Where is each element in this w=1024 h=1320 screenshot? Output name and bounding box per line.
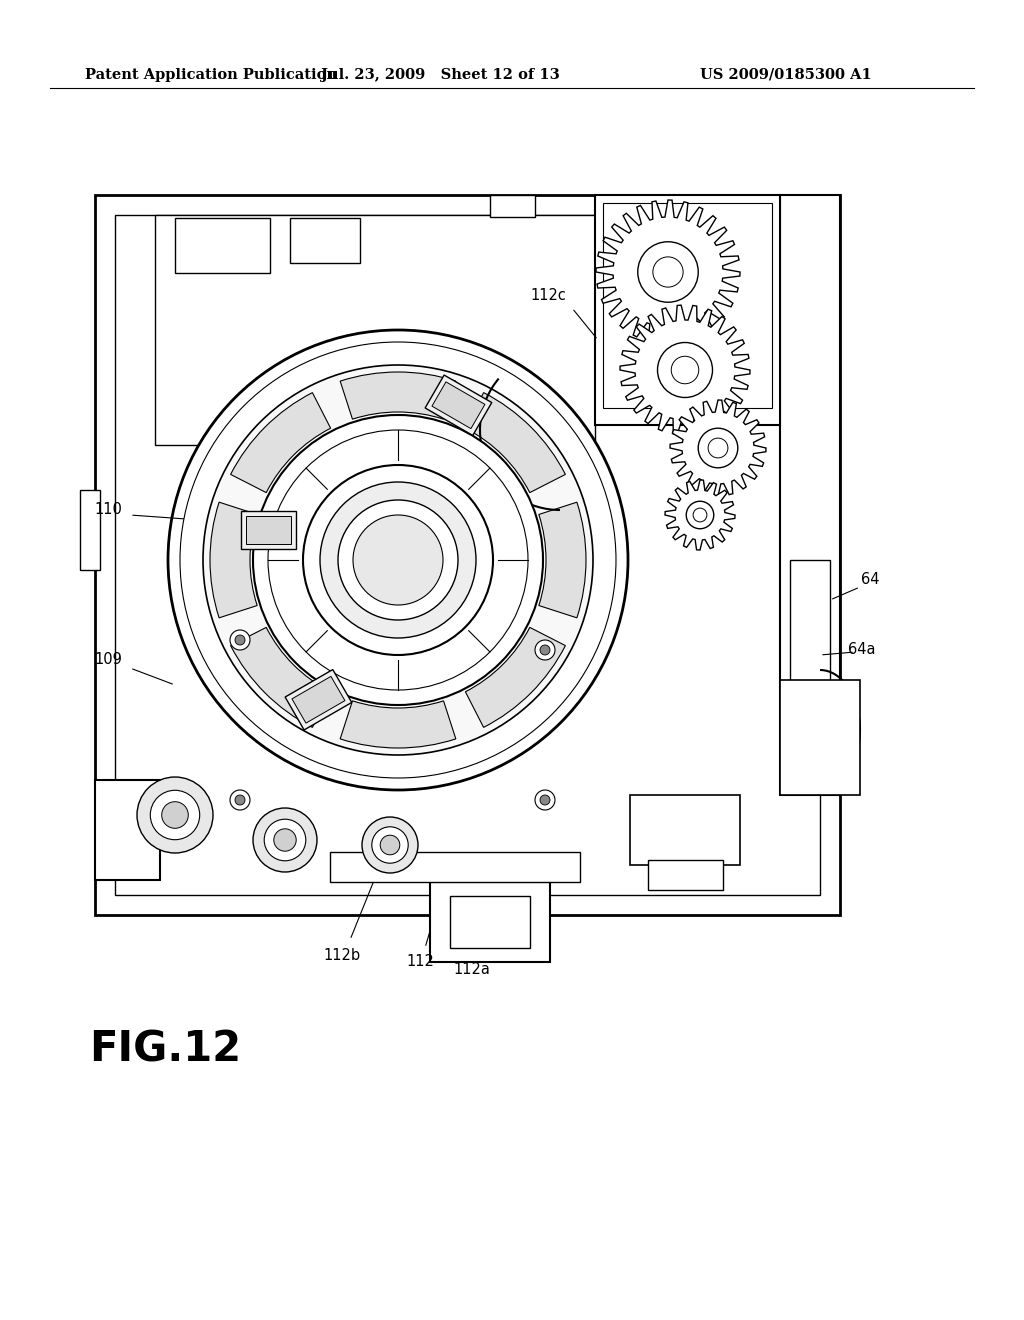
Bar bbox=[490, 195, 535, 216]
Circle shape bbox=[253, 414, 543, 705]
Circle shape bbox=[540, 795, 550, 805]
Circle shape bbox=[230, 789, 250, 810]
Bar bbox=[595, 195, 780, 425]
Bar bbox=[80, 490, 100, 570]
Circle shape bbox=[234, 635, 245, 645]
Circle shape bbox=[686, 502, 714, 529]
Bar bbox=[95, 780, 160, 880]
Circle shape bbox=[535, 789, 555, 810]
Text: 112b: 112b bbox=[324, 948, 360, 962]
Bar bbox=[292, 676, 345, 723]
Text: 112: 112 bbox=[407, 954, 434, 969]
Text: Patent Application Publication: Patent Application Publication bbox=[85, 69, 337, 82]
Text: 64: 64 bbox=[861, 573, 880, 587]
Circle shape bbox=[672, 356, 698, 384]
Circle shape bbox=[253, 808, 317, 873]
Wedge shape bbox=[210, 502, 257, 618]
Circle shape bbox=[203, 366, 593, 755]
Bar bbox=[790, 560, 830, 710]
Circle shape bbox=[230, 630, 250, 649]
Circle shape bbox=[638, 242, 698, 302]
Circle shape bbox=[540, 645, 550, 655]
Wedge shape bbox=[230, 627, 331, 727]
Wedge shape bbox=[340, 372, 456, 420]
Circle shape bbox=[535, 640, 555, 660]
Text: 109: 109 bbox=[94, 652, 122, 668]
Circle shape bbox=[319, 482, 476, 638]
Text: 110: 110 bbox=[94, 503, 122, 517]
Wedge shape bbox=[465, 392, 565, 492]
Text: 112a: 112a bbox=[454, 962, 490, 978]
Circle shape bbox=[372, 826, 409, 863]
Circle shape bbox=[693, 508, 707, 521]
Bar bbox=[246, 516, 291, 544]
Text: 112c: 112c bbox=[530, 288, 566, 302]
Bar bbox=[115, 215, 820, 895]
Circle shape bbox=[234, 795, 245, 805]
Bar bbox=[450, 896, 530, 948]
Bar bbox=[630, 795, 740, 865]
Circle shape bbox=[151, 791, 200, 840]
Bar bbox=[241, 511, 296, 549]
Polygon shape bbox=[620, 305, 750, 434]
Bar bbox=[95, 195, 840, 915]
Polygon shape bbox=[670, 400, 766, 496]
Circle shape bbox=[303, 465, 493, 655]
Text: FIG.12: FIG.12 bbox=[89, 1030, 241, 1071]
Wedge shape bbox=[230, 392, 331, 492]
Bar bbox=[603, 203, 772, 408]
Text: Jul. 23, 2009   Sheet 12 of 13: Jul. 23, 2009 Sheet 12 of 13 bbox=[321, 69, 559, 82]
Circle shape bbox=[264, 820, 306, 861]
Bar bbox=[175, 218, 270, 273]
Circle shape bbox=[657, 342, 713, 397]
Polygon shape bbox=[665, 480, 735, 550]
Circle shape bbox=[168, 330, 628, 789]
Circle shape bbox=[353, 515, 443, 605]
Polygon shape bbox=[596, 201, 740, 345]
Bar bbox=[425, 375, 492, 436]
Text: US 2009/0185300 A1: US 2009/0185300 A1 bbox=[700, 69, 871, 82]
Bar bbox=[432, 381, 485, 429]
Bar bbox=[285, 669, 352, 730]
Bar bbox=[290, 218, 360, 263]
Bar bbox=[430, 882, 550, 962]
Circle shape bbox=[698, 428, 738, 467]
Bar bbox=[780, 195, 840, 795]
Bar bbox=[648, 861, 723, 890]
Circle shape bbox=[653, 257, 683, 288]
Text: 64a: 64a bbox=[848, 643, 876, 657]
Wedge shape bbox=[340, 701, 456, 748]
Circle shape bbox=[338, 500, 458, 620]
Circle shape bbox=[268, 430, 528, 690]
Circle shape bbox=[162, 801, 188, 829]
Circle shape bbox=[709, 438, 728, 458]
Circle shape bbox=[362, 817, 418, 873]
Bar bbox=[330, 851, 580, 882]
Circle shape bbox=[137, 777, 213, 853]
Circle shape bbox=[380, 836, 399, 855]
Bar bbox=[155, 215, 595, 445]
Bar bbox=[780, 680, 860, 795]
Wedge shape bbox=[539, 502, 586, 618]
Circle shape bbox=[180, 342, 616, 777]
Circle shape bbox=[273, 829, 296, 851]
Wedge shape bbox=[465, 627, 565, 727]
